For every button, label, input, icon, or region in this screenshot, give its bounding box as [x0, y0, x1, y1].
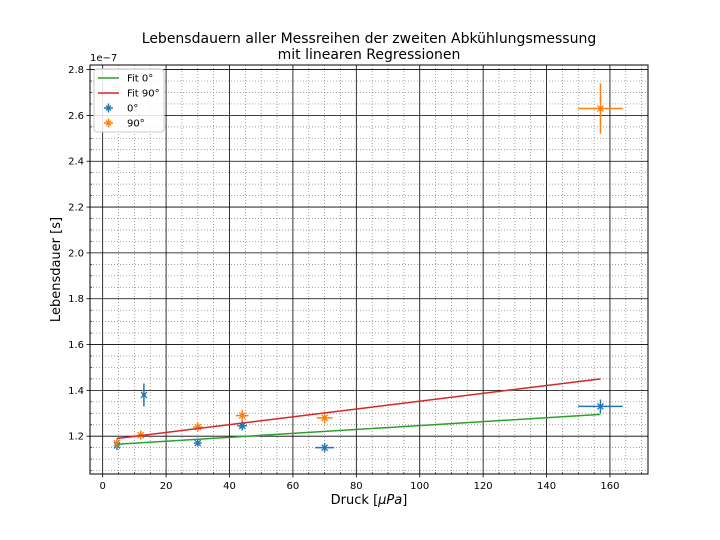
legend-entry: 0° [104, 103, 138, 115]
data-point-0deg [578, 399, 623, 414]
data-point-0deg [140, 383, 148, 407]
minor-grid [90, 65, 648, 474]
axes-frame [89, 64, 649, 475]
x-marker-stroke [321, 444, 329, 452]
x-axis-label-unit: μPa [377, 493, 402, 508]
y-tick-label: 1.6 [68, 340, 84, 351]
x-axis-label-prefix: Druck [ [331, 493, 378, 508]
legend-marker-swatch [105, 120, 112, 126]
legend-box [93, 68, 165, 133]
regression-line-Fit90deg [116, 378, 601, 440]
x-marker-stroke [113, 439, 121, 447]
legend: Fit 0° Fit 90° 0° 90° [93, 68, 165, 133]
series-layer [113, 83, 623, 453]
x-marker-stroke [321, 414, 329, 422]
data-point-90deg [113, 438, 121, 448]
x-axis-label-suffix: ] [402, 493, 407, 508]
legend-marker-swatch [105, 105, 112, 111]
x-tick-label: 120 [474, 481, 493, 492]
data-point-0deg [193, 439, 202, 447]
chart-title-line-2: mit linearen Regressionen [278, 47, 461, 63]
legend-entry: Fit 90° [98, 89, 160, 100]
x-marker-stroke [238, 422, 246, 430]
x-marker-stroke [596, 402, 604, 410]
legend-label: Fit 0° [127, 74, 153, 85]
y-tick-label: 2.8 [68, 65, 84, 76]
x-tick-label: 80 [350, 481, 363, 492]
plot-area: 0 20 40 60 80 100 120 140 160 1.2 1.4 1.6 1.8 2.0 2.2… [68, 64, 649, 492]
x-tick-label: 160 [600, 481, 619, 492]
x-tick-label: 60 [287, 481, 300, 492]
x-marker-stroke [238, 412, 246, 420]
y-tick-label: 1.8 [68, 294, 84, 305]
x-tick-label: 100 [410, 481, 429, 492]
y-axis-label: Lebensdauer [s] [49, 217, 64, 322]
x-marker-stroke [140, 391, 148, 399]
legend-entry: 90° [104, 118, 145, 130]
data-point-90deg [578, 83, 623, 134]
y-tick-label: 1.4 [68, 386, 84, 397]
legend-label: Fit 90° [127, 89, 160, 100]
data-point-0deg [315, 443, 335, 453]
data-point-90deg [235, 409, 249, 422]
y-tick-label: 1.2 [68, 432, 84, 443]
x-tick-label: 20 [160, 481, 173, 492]
x-tick-label: 0 [99, 481, 105, 492]
regression-line-Fit0deg [116, 413, 601, 445]
data-point-90deg [316, 412, 333, 424]
x-tick-label: 40 [223, 481, 236, 492]
y-tick-label: 2.4 [68, 157, 84, 168]
x-marker-stroke [194, 439, 202, 447]
y-tick-label: 2.6 [68, 111, 84, 122]
axes-background [90, 65, 648, 474]
legend-entry: Fit 0° [98, 74, 153, 85]
y-axis-ticks: 1.2 1.4 1.6 1.8 2.0 2.2 2.4 2.6 2.8 [68, 65, 92, 471]
x-marker-stroke [596, 105, 604, 112]
legend-label: 90° [127, 119, 145, 130]
y-tick-label: 2.2 [68, 203, 84, 214]
x-axis-ticks: 0 20 40 60 80 100 120 140 160 [99, 472, 642, 492]
y-axis-offset-text: 1e−7 [90, 53, 117, 64]
chart-title-line-1: Lebensdauern aller Messreihen der zweite… [142, 31, 596, 47]
legend-label: 0° [127, 104, 138, 115]
y-tick-label: 2.0 [68, 248, 84, 259]
x-axis-label: Druck [μPa] [331, 493, 408, 508]
x-tick-label: 140 [537, 481, 556, 492]
